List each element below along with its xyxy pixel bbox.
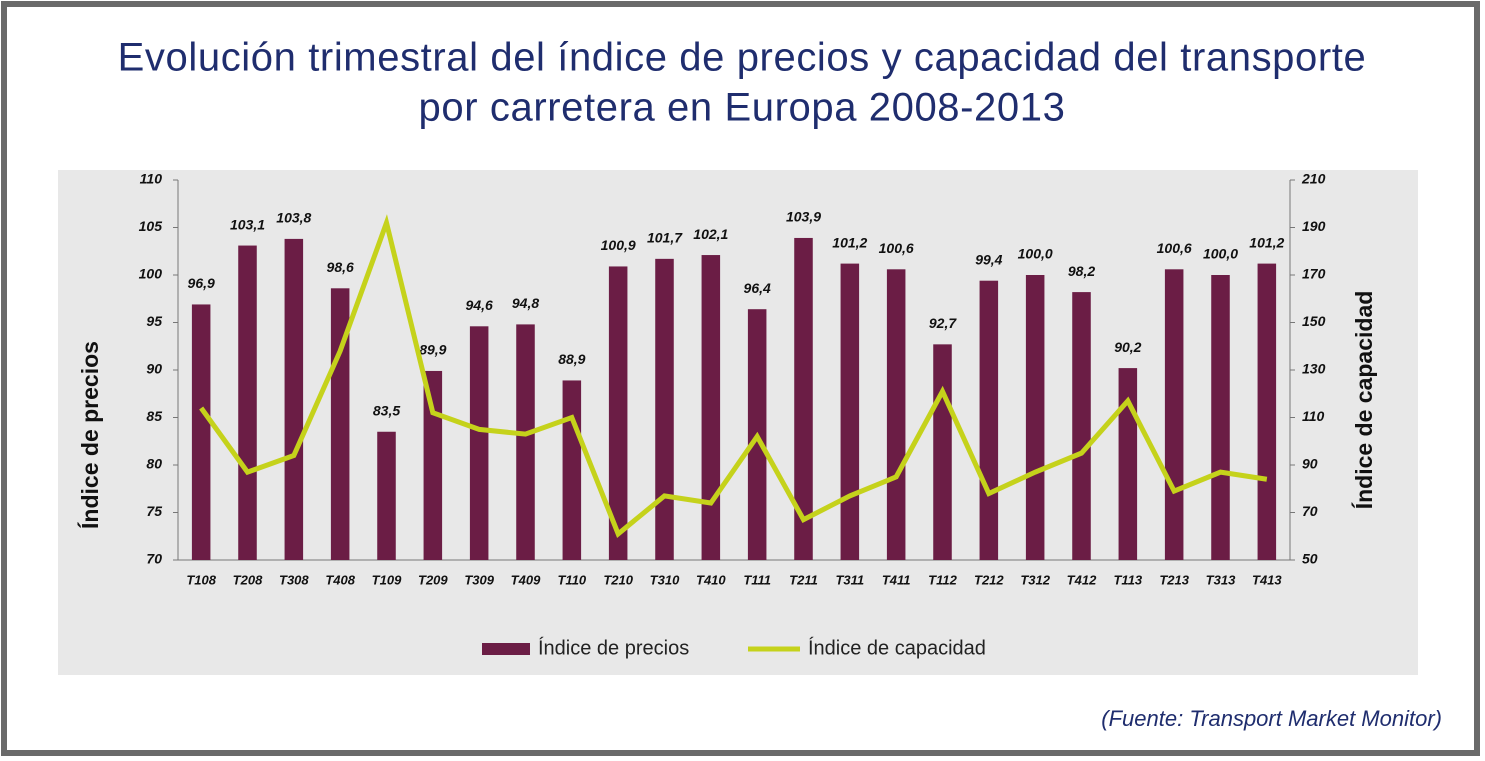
x-tick-label: T410: [696, 572, 726, 587]
y-axis-title: Índice de precios: [76, 341, 103, 529]
bar: [423, 370, 443, 560]
bar: [1118, 368, 1138, 560]
x-tick-label: T110: [557, 572, 586, 587]
value-label: 96,9: [188, 275, 215, 291]
y2-tick-label: 90: [1302, 456, 1318, 472]
x-tick-label: T213: [1159, 572, 1189, 587]
x-tick-label: T210: [603, 572, 633, 587]
value-label: 89,9: [419, 342, 446, 358]
x-tick-label: T113: [1113, 572, 1142, 587]
y-tick-label: 105: [139, 218, 163, 234]
value-label: 101,7: [647, 230, 683, 246]
y2-tick-label: 210: [1301, 171, 1326, 187]
x-tick-label: T112: [928, 572, 957, 587]
bar: [979, 280, 999, 560]
x-tick-label: T309: [464, 572, 494, 587]
bar: [516, 324, 535, 560]
chart-title: por carretera en Europa 2008-2013: [419, 86, 1066, 130]
value-label: 88,9: [558, 351, 585, 367]
legend-label: Índice de precios: [538, 636, 689, 659]
value-label: 100,6: [1157, 240, 1192, 256]
value-label: 102,1: [693, 226, 728, 242]
value-label: 103,9: [786, 209, 821, 225]
y2-tick-label: 110: [1302, 408, 1325, 424]
legend-label: Índice de capacidad: [808, 636, 986, 659]
chart-title: Evolución trimestral del índice de preci…: [118, 36, 1367, 80]
x-tick-label: T211: [789, 572, 818, 587]
x-tick-label: T212: [974, 572, 1004, 587]
x-tick-label: T208: [233, 572, 263, 587]
x-tick-label: T310: [650, 572, 680, 587]
bar: [886, 269, 906, 560]
x-tick-label: T411: [882, 572, 911, 587]
y-tick-label: 100: [139, 266, 163, 282]
bar: [1257, 263, 1277, 560]
bar: [1072, 292, 1091, 560]
legend-swatch: [482, 643, 530, 655]
y2-tick-label: 50: [1302, 551, 1318, 567]
bar: [1211, 275, 1230, 560]
value-label: 103,1: [230, 216, 265, 232]
x-tick-label: T412: [1067, 572, 1097, 587]
bar: [377, 431, 396, 560]
y2-axis-title: Índice de capacidad: [1350, 291, 1377, 510]
bar: [933, 344, 952, 560]
value-label: 103,8: [276, 210, 311, 226]
x-tick-label: T408: [325, 572, 355, 587]
y-tick-label: 80: [146, 456, 162, 472]
x-tick-label: T108: [186, 572, 216, 587]
y-tick-label: 90: [146, 361, 162, 377]
bar: [238, 245, 257, 561]
y2-tick-label: 150: [1302, 313, 1326, 329]
y2-tick-label: 70: [1302, 503, 1318, 519]
value-label: 90,2: [1114, 339, 1141, 355]
value-label: 98,2: [1068, 263, 1095, 279]
x-tick-label: T311: [835, 572, 864, 587]
x-tick-label: T109: [372, 572, 402, 587]
x-tick-label: T313: [1206, 572, 1236, 587]
value-label: 101,2: [1249, 234, 1284, 250]
y2-tick-label: 170: [1302, 266, 1326, 282]
value-label: 100,9: [601, 237, 636, 253]
value-label: 100,6: [879, 240, 914, 256]
value-label: 94,6: [466, 297, 493, 313]
bar: [655, 258, 674, 560]
value-label: 96,4: [744, 280, 771, 296]
bar: [794, 237, 813, 560]
y2-tick-label: 130: [1302, 361, 1326, 377]
y-tick-label: 85: [146, 408, 162, 424]
bar: [608, 266, 628, 560]
bar: [1164, 269, 1184, 560]
bar: [1025, 275, 1045, 560]
x-tick-label: T209: [418, 572, 448, 587]
value-label: 98,6: [327, 259, 354, 275]
bar: [469, 326, 489, 560]
value-label: 100,0: [1018, 246, 1053, 262]
bar: [840, 263, 860, 560]
x-tick-label: T312: [1020, 572, 1050, 587]
y-tick-label: 70: [146, 551, 162, 567]
value-label: 100,0: [1203, 246, 1238, 262]
x-tick-label: T308: [279, 572, 309, 587]
value-label: 94,8: [512, 295, 539, 311]
y-tick-label: 110: [140, 171, 163, 187]
bar: [701, 255, 721, 561]
line: [199, 214, 1268, 538]
bar: [284, 238, 304, 560]
value-label: 83,5: [373, 402, 400, 418]
y2-tick-label: 190: [1302, 218, 1326, 234]
x-tick-label: T111: [743, 572, 771, 587]
value-label: 92,7: [929, 315, 957, 331]
value-label: 99,4: [975, 251, 1002, 267]
value-label: 101,2: [832, 234, 867, 250]
x-tick-label: T409: [511, 572, 541, 587]
x-tick-label: T413: [1252, 572, 1282, 587]
y-tick-label: 75: [146, 503, 162, 519]
bar: [191, 304, 211, 560]
source-note: (Fuente: Transport Market Monitor): [1101, 706, 1442, 731]
y-tick-label: 95: [146, 313, 162, 329]
bar: [562, 380, 582, 560]
